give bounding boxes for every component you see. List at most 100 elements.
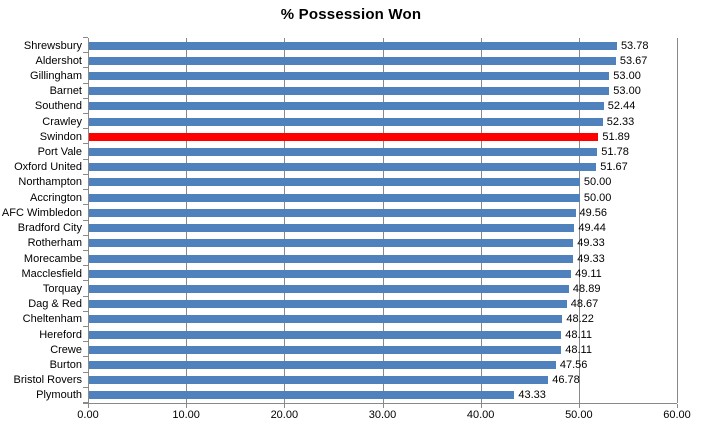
category-label-port-vale: Port Vale [37,146,82,159]
bar-value-label-northampton: 50.00 [583,176,612,189]
category-label-crawley: Crawley [42,115,82,128]
bar-port-vale [89,148,598,157]
bar-value-label-torquay: 48.89 [572,282,601,295]
bar-value-label-gillingham: 53.00 [613,70,641,83]
x-tick-label-50: 50.00 [565,409,593,421]
category-axis-line [88,38,89,403]
bar-value-label-rotherham: 49.33 [577,237,605,250]
category-axis-tick [83,189,88,191]
bar-aldershot [89,56,616,65]
category-axis-tick [83,249,88,251]
bar-value-label-oxford-united: 51.67 [600,161,628,174]
bar-value-label-aldershot: 53.67 [619,54,648,67]
category-label-aldershot: Aldershot [35,54,82,67]
category-axis-tick [83,113,88,115]
category-axis-tick [83,219,88,221]
bar-value-label-port-vale: 51.78 [601,146,629,159]
category-label-oxford-united: Oxford United [14,161,82,174]
bar-oxford-united [89,163,597,172]
x-tick-label-60: 60.00 [663,409,691,421]
category-label-bradford-city: Bradford City [17,222,82,235]
value-axis-line [83,403,677,404]
value-axis-tick [186,404,188,408]
bar-burton [89,360,556,369]
category-axis-tick [83,67,88,69]
chart-title: % Possession Won [280,6,422,23]
category-axis-tick [83,234,88,236]
category-axis-tick [83,325,88,327]
bar-value-label-plymouth: 43.33 [518,389,546,402]
category-axis-tick [83,158,88,160]
category-axis-tick [83,82,88,84]
bar-value-label-dag-red: 48.67 [570,298,599,311]
category-axis-tick [83,280,88,282]
bar-crawley [89,117,603,126]
category-label-macclesfield: Macclesfield [21,267,82,280]
category-label-accrington: Accrington [30,191,82,204]
bar-value-label-swindon: 51.89 [602,130,630,143]
category-label-dag-red: Dag & Red [28,298,82,311]
category-label-southend: Southend [34,100,82,113]
bar-shrewsbury [89,41,617,50]
bar-value-label-shrewsbury: 53.78 [620,39,649,52]
bar-value-label-burton: 47.56 [559,358,588,371]
x-tick-label-40: 40.00 [466,409,495,421]
category-label-gillingham: Gillingham [30,70,82,83]
x-tick-label-10: 10.00 [172,409,200,421]
category-axis-tick [83,204,88,206]
category-label-hereford: Hereford [39,328,82,341]
bar-cheltenham [89,315,563,324]
category-label-rotherham: Rotherham [27,237,82,250]
bar-torquay [89,284,569,293]
gridline-60 [677,38,678,403]
x-tick-label-20: 20.00 [270,409,299,421]
bar-bradford-city [89,224,575,233]
value-axis-tick [88,404,89,408]
category-axis-tick [83,97,88,99]
x-axis-labels: 0.00 10.00 20.00 30.00 40.00 50.00 60.00 [77,408,690,424]
bar-plymouth [89,391,515,400]
category-axis-tick [83,341,88,343]
y-axis-labels: Shrewsbury Aldershot Gillingham Barnet South… [0,38,82,403]
x-tick-label-0: 0.00 [77,409,99,421]
category-label-swindon: Swindon [39,130,82,143]
value-axis-tick [284,404,286,408]
bar-value-label-accrington: 50.00 [583,191,612,204]
gridline-10 [186,38,188,403]
value-axis-tick [382,404,384,408]
bar-crewe [89,345,562,354]
category-label-torquay: Torquay [42,282,82,295]
gridline-30 [382,38,384,403]
bar-afc-wimbledon [89,208,576,217]
bar-value-label-bradford-city: 49.44 [578,222,606,235]
bar-value-label-morecambe: 49.33 [577,252,605,265]
category-label-afc-wimbledon: AFC Wimbledon [1,206,82,219]
category-axis-tick [83,52,88,54]
category-axis-tick [83,265,88,267]
category-label-cheltenham: Cheltenham [22,313,82,326]
bar-value-label-southend: 52.44 [607,100,636,113]
bar-southend [89,102,604,111]
category-axis-tick [83,143,88,145]
bar-dag-red [89,300,567,309]
value-axis-tick [677,404,678,408]
category-label-shrewsbury: Shrewsbury [23,39,82,52]
value-axis-tick [480,404,482,408]
category-label-bristol-rovers: Bristol Rovers [13,374,82,387]
category-axis-tick [83,386,88,388]
category-axis-tick [83,402,88,403]
bar-barnet [89,87,610,96]
bar-macclesfield [89,269,572,278]
gridline-40 [480,38,482,403]
category-axis-tick [83,371,88,373]
bar-value-label-barnet: 53.00 [613,85,641,98]
category-axis-tick [83,295,88,297]
bar-accrington [89,193,580,202]
bar-value-label-macclesfield: 49.11 [575,267,602,280]
category-axis-tick [83,310,88,312]
category-axis-tick [83,173,88,175]
bar-value-label-cheltenham: 48.22 [566,313,594,326]
category-label-morecambe: Morecambe [23,252,82,265]
bar-value-label-afc-wimbledon: 49.56 [579,206,608,219]
